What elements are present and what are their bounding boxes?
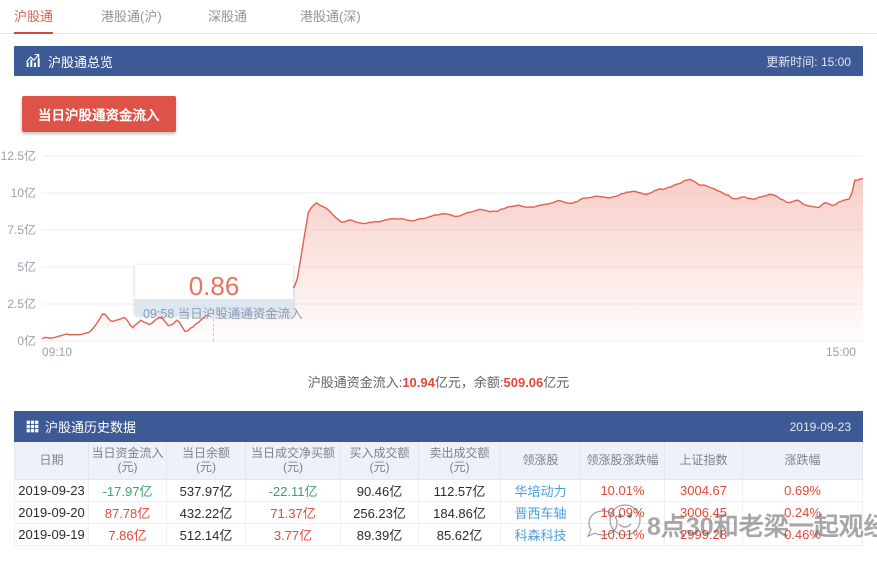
svg-text:2.5亿: 2.5亿: [7, 296, 36, 311]
svg-text:09:10: 09:10: [42, 345, 72, 359]
svg-text:10亿: 10亿: [11, 185, 36, 200]
svg-text:0亿: 0亿: [17, 333, 36, 348]
svg-text:5亿: 5亿: [17, 259, 36, 274]
svg-text:15:00: 15:00: [826, 345, 856, 359]
svg-text:12.5亿: 12.5亿: [1, 148, 36, 163]
svg-text:7.5亿: 7.5亿: [7, 222, 36, 237]
